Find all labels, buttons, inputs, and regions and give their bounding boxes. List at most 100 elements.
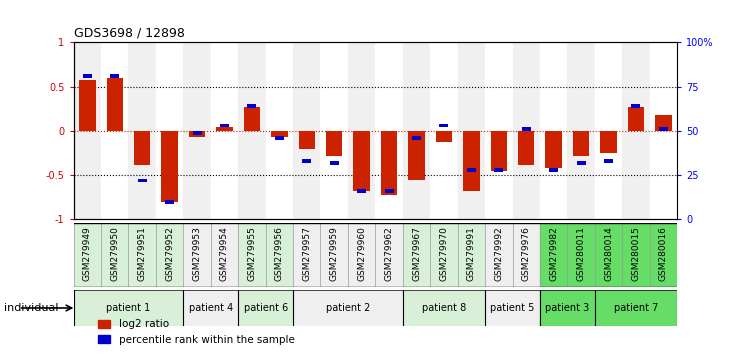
Bar bbox=[403, 42, 431, 219]
Bar bbox=[74, 223, 183, 287]
Bar bbox=[631, 104, 640, 108]
Bar bbox=[485, 290, 540, 326]
Text: patient 7: patient 7 bbox=[614, 303, 658, 313]
Bar bbox=[302, 159, 311, 163]
Bar bbox=[595, 223, 677, 287]
Bar bbox=[381, 131, 397, 195]
Bar bbox=[82, 74, 92, 78]
Bar bbox=[622, 42, 650, 219]
Bar bbox=[495, 168, 503, 172]
Bar bbox=[595, 42, 622, 219]
Bar bbox=[463, 131, 480, 191]
Text: GSM279959: GSM279959 bbox=[330, 226, 339, 281]
Bar bbox=[129, 42, 156, 219]
Text: patient 4: patient 4 bbox=[188, 303, 233, 313]
Bar bbox=[595, 290, 677, 326]
Bar bbox=[655, 115, 672, 131]
Text: GSM279956: GSM279956 bbox=[275, 226, 284, 281]
Text: GSM279953: GSM279953 bbox=[193, 226, 202, 281]
Text: patient 8: patient 8 bbox=[422, 303, 466, 313]
Text: patient 6: patient 6 bbox=[244, 303, 288, 313]
Bar bbox=[216, 127, 233, 131]
Bar bbox=[485, 42, 512, 219]
Text: patient 1: patient 1 bbox=[106, 303, 151, 313]
Bar bbox=[220, 124, 229, 127]
Bar bbox=[193, 131, 202, 135]
Text: GSM279950: GSM279950 bbox=[110, 226, 119, 281]
Text: patient 3: patient 3 bbox=[545, 303, 590, 313]
Bar bbox=[540, 42, 567, 219]
Bar bbox=[403, 290, 485, 326]
Bar bbox=[604, 159, 613, 163]
Bar bbox=[189, 131, 205, 137]
Bar bbox=[107, 78, 123, 131]
Text: GSM280011: GSM280011 bbox=[576, 226, 586, 281]
Bar bbox=[183, 290, 238, 326]
Bar bbox=[210, 42, 238, 219]
Bar bbox=[601, 131, 617, 153]
Bar bbox=[238, 223, 293, 287]
Bar bbox=[467, 168, 476, 172]
Bar bbox=[320, 42, 348, 219]
Text: GSM280014: GSM280014 bbox=[604, 226, 613, 281]
Bar bbox=[183, 223, 238, 287]
Bar bbox=[156, 42, 183, 219]
Bar bbox=[408, 131, 425, 180]
Bar bbox=[491, 131, 507, 171]
Bar bbox=[650, 42, 677, 219]
Bar bbox=[576, 161, 586, 165]
Bar bbox=[412, 136, 421, 140]
Bar bbox=[247, 104, 256, 108]
Bar bbox=[299, 131, 315, 149]
Bar bbox=[138, 179, 146, 182]
Bar bbox=[74, 42, 101, 219]
Bar bbox=[357, 189, 367, 193]
Text: GSM279955: GSM279955 bbox=[247, 226, 256, 281]
Text: GSM279949: GSM279949 bbox=[83, 226, 92, 281]
Bar bbox=[238, 42, 266, 219]
Bar bbox=[659, 127, 668, 131]
Bar bbox=[431, 42, 458, 219]
Bar bbox=[518, 131, 534, 165]
Bar bbox=[549, 168, 558, 172]
Bar bbox=[79, 80, 96, 131]
Bar bbox=[545, 131, 562, 168]
Text: GSM279952: GSM279952 bbox=[165, 226, 174, 281]
Bar bbox=[512, 42, 540, 219]
Text: patient 5: patient 5 bbox=[490, 303, 535, 313]
Bar bbox=[244, 107, 260, 131]
Legend: log2 ratio, percentile rank within the sample: log2 ratio, percentile rank within the s… bbox=[93, 315, 299, 349]
Bar bbox=[293, 42, 320, 219]
Bar bbox=[567, 42, 595, 219]
Text: GSM280016: GSM280016 bbox=[659, 226, 668, 281]
Bar bbox=[439, 124, 448, 127]
Bar bbox=[348, 42, 375, 219]
Bar bbox=[375, 42, 403, 219]
Bar bbox=[540, 223, 595, 287]
Bar bbox=[330, 161, 339, 165]
Bar bbox=[74, 290, 183, 326]
Bar bbox=[275, 136, 284, 140]
Text: GSM280015: GSM280015 bbox=[631, 226, 640, 281]
Text: GSM279962: GSM279962 bbox=[385, 226, 394, 281]
Bar bbox=[165, 200, 174, 204]
Text: GSM279970: GSM279970 bbox=[439, 226, 448, 281]
Text: GSM279967: GSM279967 bbox=[412, 226, 421, 281]
Text: individual: individual bbox=[4, 303, 58, 313]
Text: patient 2: patient 2 bbox=[326, 303, 370, 313]
Bar bbox=[628, 107, 644, 131]
Bar bbox=[134, 131, 150, 165]
Text: GSM279992: GSM279992 bbox=[495, 226, 503, 281]
Text: GSM279960: GSM279960 bbox=[357, 226, 366, 281]
Text: GSM279951: GSM279951 bbox=[138, 226, 146, 281]
Bar bbox=[110, 74, 119, 78]
Text: GSM279957: GSM279957 bbox=[302, 226, 311, 281]
Bar bbox=[161, 131, 178, 202]
Text: GSM279976: GSM279976 bbox=[522, 226, 531, 281]
Bar bbox=[573, 131, 590, 156]
Bar bbox=[436, 131, 452, 142]
Bar bbox=[238, 290, 293, 326]
Bar bbox=[540, 290, 595, 326]
Bar bbox=[266, 42, 293, 219]
Bar bbox=[403, 223, 485, 287]
